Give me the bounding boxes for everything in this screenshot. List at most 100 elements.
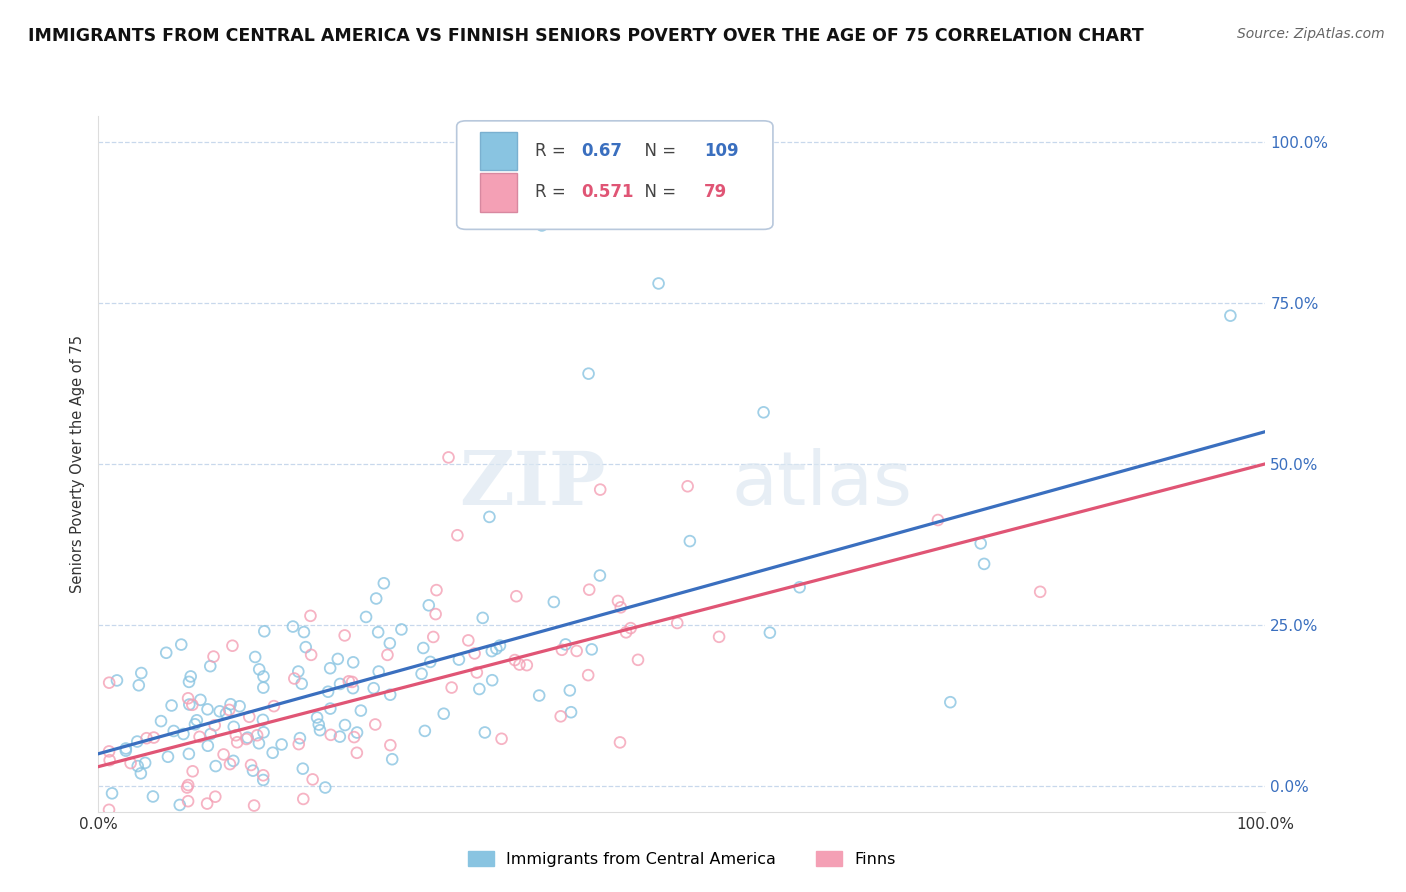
Point: [219, 757, 242, 772]
Point: [204, 718, 226, 732]
Point: [200, 727, 222, 741]
Point: [253, 624, 276, 639]
Point: [380, 688, 402, 702]
Point: [326, 652, 349, 666]
Point: [226, 735, 249, 749]
Point: [578, 582, 600, 597]
Point: [319, 661, 342, 675]
Point: [666, 615, 689, 630]
Point: [329, 677, 352, 691]
Point: [252, 772, 274, 787]
Point: [134, 756, 156, 770]
Point: [129, 666, 152, 681]
Point: [128, 678, 150, 692]
Point: [446, 528, 468, 542]
Point: [98, 744, 121, 758]
Point: [307, 710, 329, 724]
Point: [620, 621, 643, 635]
Point: [543, 595, 565, 609]
Point: [94, 814, 117, 828]
Point: [973, 557, 995, 571]
Point: [316, 684, 339, 698]
Point: [468, 681, 491, 696]
Point: [135, 731, 157, 746]
Point: [283, 672, 305, 686]
Point: [333, 718, 356, 732]
Point: [340, 674, 363, 689]
Text: N =: N =: [634, 184, 682, 202]
Point: [127, 734, 149, 748]
FancyBboxPatch shape: [479, 132, 517, 169]
Point: [363, 681, 385, 696]
Point: [291, 676, 314, 690]
Point: [342, 655, 364, 669]
Point: [186, 713, 208, 727]
Point: [219, 697, 242, 711]
Point: [447, 652, 470, 666]
Point: [418, 599, 440, 613]
Point: [314, 812, 336, 826]
Point: [208, 704, 231, 718]
Point: [329, 730, 352, 744]
Point: [609, 600, 631, 615]
Text: N =: N =: [634, 142, 682, 160]
Point: [142, 789, 165, 804]
Point: [252, 768, 274, 782]
Point: [243, 798, 266, 813]
Point: [212, 747, 235, 762]
Point: [366, 591, 388, 606]
Point: [308, 717, 330, 731]
Point: [481, 644, 503, 658]
Legend: Immigrants from Central America, Finns: Immigrants from Central America, Finns: [461, 845, 903, 873]
Point: [270, 738, 292, 752]
Point: [346, 746, 368, 760]
Point: [481, 673, 503, 688]
Point: [364, 717, 387, 731]
Point: [262, 746, 284, 760]
Point: [292, 625, 315, 640]
Point: [609, 735, 631, 749]
Point: [508, 657, 530, 672]
Point: [342, 681, 364, 696]
Point: [179, 698, 201, 712]
Point: [221, 639, 243, 653]
Point: [565, 644, 588, 658]
Point: [200, 659, 222, 673]
Point: [181, 698, 204, 712]
Point: [115, 741, 138, 756]
Point: [491, 731, 513, 746]
Point: [380, 738, 402, 752]
Point: [422, 630, 444, 644]
Point: [578, 367, 600, 381]
Point: [425, 583, 447, 598]
Point: [105, 673, 128, 688]
Point: [204, 789, 226, 804]
Point: [927, 513, 949, 527]
Point: [299, 608, 322, 623]
Point: [188, 730, 211, 744]
Point: [377, 648, 399, 662]
Point: [204, 759, 226, 773]
Point: [560, 705, 582, 719]
Point: [160, 698, 183, 713]
Point: [367, 665, 389, 679]
Point: [489, 639, 512, 653]
Point: [550, 709, 572, 723]
Point: [413, 723, 436, 738]
Point: [354, 610, 377, 624]
Point: [337, 674, 360, 689]
Point: [98, 675, 121, 690]
Point: [319, 728, 342, 742]
Point: [789, 580, 811, 594]
Point: [581, 642, 603, 657]
Point: [419, 655, 441, 669]
Point: [505, 589, 527, 603]
Point: [177, 674, 200, 689]
Point: [485, 641, 508, 656]
Point: [589, 568, 612, 582]
Point: [970, 536, 993, 550]
Point: [150, 714, 173, 728]
Point: [391, 623, 413, 637]
Point: [314, 780, 336, 795]
Point: [1029, 584, 1052, 599]
